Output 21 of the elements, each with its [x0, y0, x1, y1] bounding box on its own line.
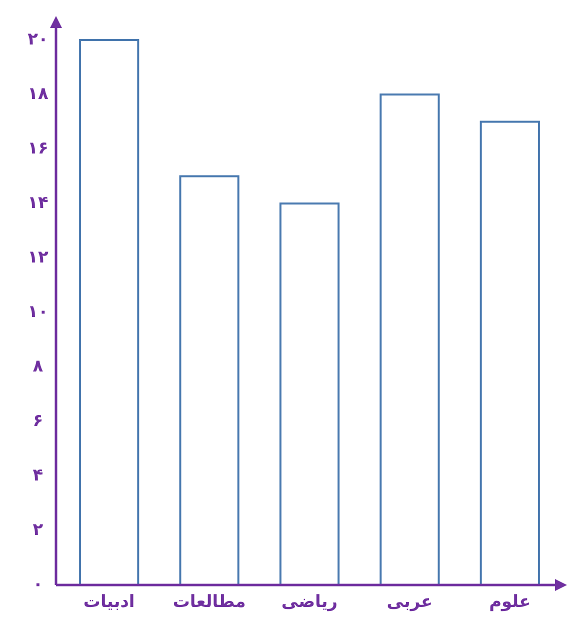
y-tick-label: ۶ — [32, 411, 44, 432]
y-tick-label: ۱۸ — [28, 84, 49, 104]
bar — [380, 94, 440, 586]
y-tick-label: ۸ — [32, 356, 44, 377]
y-tick-label: ۰ — [32, 574, 44, 595]
y-tick-label: ۱۲ — [28, 248, 49, 268]
x-tick-label: ادبیات — [83, 592, 135, 612]
bar — [480, 120, 540, 586]
bar — [79, 39, 140, 586]
y-tick-label: ۲۰ — [28, 30, 48, 50]
x-tick-label: ریاضی — [281, 592, 338, 612]
y-tick-label: ۴ — [32, 466, 44, 486]
y-tick-label: ۱۰ — [28, 302, 48, 322]
y-tick-label: ۱۴ — [28, 193, 48, 214]
x-tick-label: عربی — [386, 592, 433, 612]
bar — [179, 175, 240, 586]
x-tick-label: مطالعات — [172, 592, 246, 612]
y-tick-label: ۲ — [32, 520, 44, 540]
x-tick-label: علوم — [489, 592, 531, 612]
y-tick-label: ۱۶ — [28, 138, 48, 159]
bar — [279, 202, 340, 586]
